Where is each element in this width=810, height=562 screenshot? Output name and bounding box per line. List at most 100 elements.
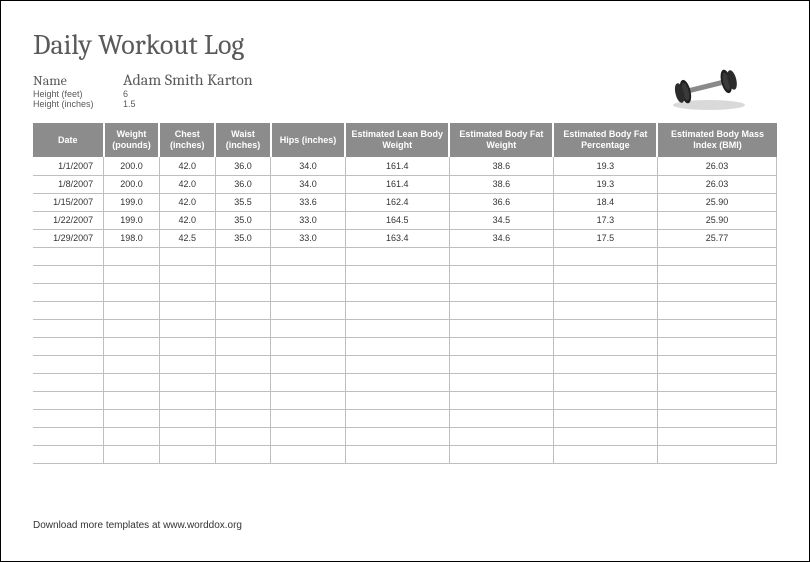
table-cell: 34.5	[449, 211, 553, 229]
table-cell	[345, 301, 449, 319]
table-cell	[553, 445, 657, 463]
height-ft-value: 6	[123, 89, 128, 99]
name-label: Name	[33, 72, 123, 89]
table-cell	[159, 355, 215, 373]
workout-table: Date Weight (pounds) Chest (inches) Wais…	[33, 123, 777, 464]
table-cell: 26.03	[657, 175, 776, 193]
table-cell	[33, 247, 104, 265]
table-cell: 42.5	[159, 229, 215, 247]
table-row	[33, 247, 777, 265]
table-cell: 1/8/2007	[33, 175, 104, 193]
table-cell	[449, 373, 553, 391]
table-row: 1/22/2007199.042.035.033.0164.534.517.32…	[33, 211, 777, 229]
table-cell	[271, 319, 345, 337]
table-cell	[104, 373, 160, 391]
table-cell	[271, 409, 345, 427]
table-cell	[104, 427, 160, 445]
table-cell: 34.0	[271, 157, 345, 175]
table-cell	[271, 427, 345, 445]
table-cell	[657, 265, 776, 283]
table-row	[33, 337, 777, 355]
table-cell	[345, 265, 449, 283]
table-cell	[215, 265, 271, 283]
table-cell	[271, 283, 345, 301]
table-cell	[159, 391, 215, 409]
table-cell: 25.77	[657, 229, 776, 247]
table-cell: 1/1/2007	[33, 157, 104, 175]
table-cell: 17.3	[553, 211, 657, 229]
table-cell: 35.5	[215, 193, 271, 211]
table-cell	[345, 373, 449, 391]
table-cell	[215, 427, 271, 445]
table-cell	[553, 319, 657, 337]
table-cell	[553, 301, 657, 319]
col-header-date: Date	[33, 123, 104, 157]
table-cell: 35.0	[215, 229, 271, 247]
table-cell	[159, 301, 215, 319]
table-cell	[345, 427, 449, 445]
table-row	[33, 265, 777, 283]
table-cell	[104, 265, 160, 283]
table-cell	[159, 319, 215, 337]
table-cell	[104, 283, 160, 301]
table-cell	[345, 409, 449, 427]
table-cell: 42.0	[159, 211, 215, 229]
table-cell	[215, 301, 271, 319]
table-cell	[33, 427, 104, 445]
table-cell: 38.6	[449, 157, 553, 175]
table-cell: 33.6	[271, 193, 345, 211]
table-cell: 35.0	[215, 211, 271, 229]
page-title: Daily Workout Log	[33, 29, 777, 61]
table-cell: 199.0	[104, 193, 160, 211]
table-cell	[271, 301, 345, 319]
col-header-weight: Weight (pounds)	[104, 123, 160, 157]
table-cell: 38.6	[449, 175, 553, 193]
col-header-waist: Waist (inches)	[215, 123, 271, 157]
table-cell: 163.4	[345, 229, 449, 247]
table-row: 1/15/2007199.042.035.533.6162.436.618.42…	[33, 193, 777, 211]
table-cell	[553, 373, 657, 391]
table-cell	[345, 319, 449, 337]
table-cell: 36.6	[449, 193, 553, 211]
col-header-bfp: Estimated Body Fat Percentage	[553, 123, 657, 157]
table-cell	[657, 355, 776, 373]
table-cell: 33.0	[271, 229, 345, 247]
table-cell	[33, 319, 104, 337]
table-cell: 1/22/2007	[33, 211, 104, 229]
table-cell: 42.0	[159, 193, 215, 211]
table-cell	[33, 301, 104, 319]
table-cell: 19.3	[553, 157, 657, 175]
table-cell	[271, 337, 345, 355]
table-cell	[33, 373, 104, 391]
table-cell	[159, 247, 215, 265]
table-cell	[657, 427, 776, 445]
dumbbell-icon	[663, 65, 749, 116]
table-cell	[104, 337, 160, 355]
table-cell	[271, 355, 345, 373]
table-row	[33, 409, 777, 427]
table-cell	[271, 265, 345, 283]
table-cell	[657, 301, 776, 319]
table-cell	[449, 355, 553, 373]
table-header-row: Date Weight (pounds) Chest (inches) Wais…	[33, 123, 777, 157]
table-cell: 42.0	[159, 175, 215, 193]
table-cell	[449, 391, 553, 409]
table-cell	[33, 409, 104, 427]
table-cell	[553, 391, 657, 409]
table-cell	[104, 319, 160, 337]
table-cell	[215, 445, 271, 463]
table-cell	[271, 445, 345, 463]
table-cell	[449, 301, 553, 319]
col-header-lbw: Estimated Lean Body Weight	[345, 123, 449, 157]
table-cell	[449, 247, 553, 265]
table-cell	[657, 283, 776, 301]
height-in-label: Height (inches)	[33, 99, 123, 109]
table-cell	[159, 409, 215, 427]
table-row	[33, 355, 777, 373]
table-cell	[657, 391, 776, 409]
table-cell	[449, 445, 553, 463]
table-cell	[215, 355, 271, 373]
table-cell: 1/15/2007	[33, 193, 104, 211]
table-cell	[159, 427, 215, 445]
table-cell	[104, 355, 160, 373]
